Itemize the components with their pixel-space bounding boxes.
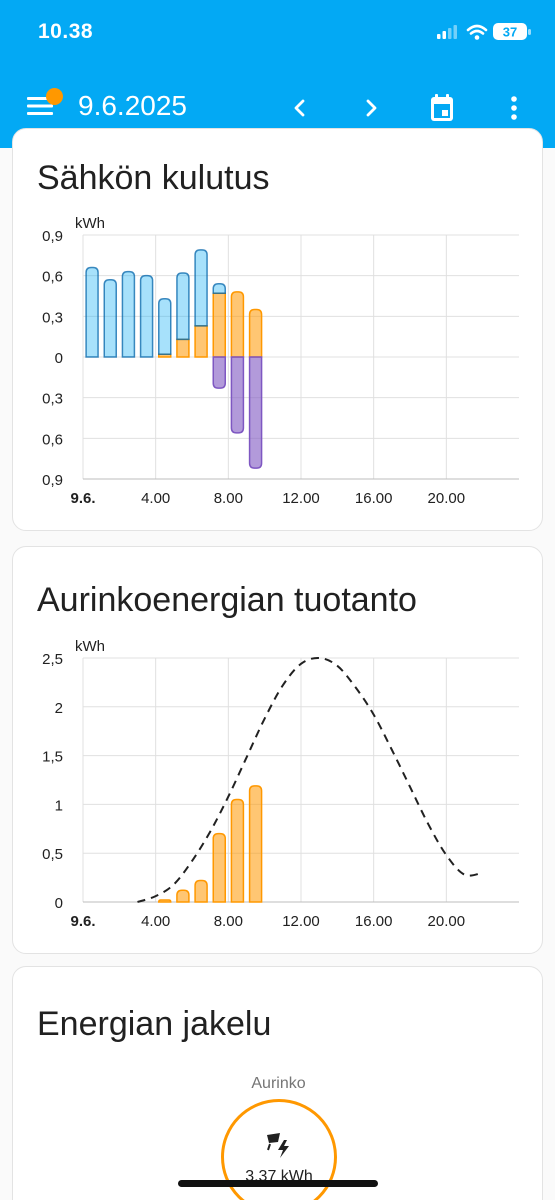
grid-consumption-bar: [121, 270, 136, 358]
grid-consumption-bar: [194, 249, 208, 327]
calendar-icon: [431, 94, 453, 121]
solar-power-icon: [267, 1133, 289, 1158]
consumption-title: Sähkön kulutus: [37, 159, 270, 197]
x-tick-label: 16.00: [355, 913, 393, 930]
notification-badge: [46, 88, 63, 105]
forecast-line: [137, 656, 483, 903]
date-title[interactable]: 9.6.2025: [78, 90, 187, 121]
status-icons: 37: [435, 20, 535, 44]
y-axis-unit: kWh: [75, 638, 105, 655]
signal-icon: [437, 25, 457, 39]
x-tick-label: 4.00: [141, 490, 170, 507]
wifi-icon: [466, 24, 488, 40]
solar-consumption-bar: [176, 338, 190, 358]
y-tick-label: 1,5: [42, 749, 63, 766]
y-tick-label: 0,6: [42, 431, 63, 448]
solar-consumption-bar: [212, 292, 226, 358]
y-tick-label: 0,9: [42, 228, 63, 245]
solar-production-bar: [212, 832, 226, 903]
status-time: 10.38: [38, 20, 94, 43]
x-tick-label: 4.00: [141, 913, 170, 930]
y-tick-label: 0,3: [42, 391, 63, 408]
chevron-right-icon: [366, 99, 377, 117]
x-tick-label: 12.00: [282, 490, 320, 507]
x-tick-label: 8.00: [214, 913, 243, 930]
x-tick-label: 9.6.: [70, 490, 95, 507]
solar-consumption-bar: [194, 325, 208, 358]
menu-button[interactable]: [22, 86, 66, 126]
x-tick-label: 20.00: [428, 490, 466, 507]
x-tick-label: 9.6.: [70, 913, 95, 930]
solar-consumption-bar: [248, 308, 263, 358]
source-label: Aurinko: [251, 1075, 306, 1092]
solar-production-bar: [176, 889, 190, 903]
distribution-card: Energian jakelu Aurinko 3,37 kWh: [12, 966, 543, 1200]
solar-production-bar: [194, 879, 208, 903]
consumption-card: Sähkön kulutus 0,9 0,6 0,3 0 0,3 0,6 0,9 9.6. 4.…: [12, 128, 543, 531]
grid-consumption-bar: [103, 278, 117, 358]
solar-card: Aurinkoenergian tuotanto 2,5 2 1,5 1 0,5 0 9.6…: [12, 546, 543, 954]
grid-consumption-bar: [85, 266, 99, 358]
y-tick-label: 0,5: [42, 846, 63, 863]
y-tick-label: 2,5: [42, 651, 63, 668]
grid-consumption-bar: [176, 272, 190, 341]
consumption-chart: 0,9 0,6 0,3 0 0,3 0,6 0,9 9.6. 4.00 8.00 12.00 16.0…: [42, 215, 519, 507]
grid-consumption-bar: [139, 274, 154, 358]
export-bar: [230, 356, 245, 434]
solar-production-bar: [230, 798, 245, 903]
x-tick-label: 12.00: [282, 913, 320, 930]
calendar-button[interactable]: [422, 88, 462, 128]
grid-consumption-bar: [212, 283, 226, 295]
y-tick-label: 0: [55, 895, 63, 912]
solar-chart: 2,5 2 1,5 1 0,5 0 9.6. 4.00 8.00 12.00 16.00 20.00 k…: [42, 638, 519, 930]
distribution-title: Energian jakelu: [37, 1005, 272, 1043]
home-indicator[interactable]: [178, 1180, 378, 1187]
more-vert-icon: [511, 96, 517, 120]
next-day-button[interactable]: [351, 88, 391, 128]
y-tick-label: 2: [55, 700, 63, 717]
solar-consumption-bar: [230, 291, 245, 358]
battery-icon: 37: [493, 23, 531, 40]
solar-production-bar: [157, 899, 172, 903]
y-tick-label: 0,3: [42, 309, 63, 326]
battery-level: 37: [503, 25, 517, 40]
chevron-left-icon: [294, 99, 305, 117]
status-bar: 10.38 37: [0, 0, 555, 66]
menu-icon: [27, 97, 53, 115]
y-tick-label: 0: [55, 350, 63, 367]
y-tick-label: 0,9: [42, 472, 63, 489]
solar-title: Aurinkoenergian tuotanto: [37, 581, 417, 619]
export-bar: [248, 356, 263, 469]
grid-consumption-bar: [158, 297, 172, 356]
y-tick-label: 1: [55, 797, 63, 814]
export-bar: [212, 356, 226, 389]
previous-day-button[interactable]: [280, 88, 320, 128]
x-tick-label: 20.00: [428, 913, 466, 930]
x-tick-label: 16.00: [355, 490, 393, 507]
y-axis-unit: kWh: [75, 215, 105, 232]
y-tick-label: 0,6: [42, 269, 63, 286]
solar-production-bar: [248, 785, 263, 903]
x-tick-label: 8.00: [214, 490, 243, 507]
more-options-button[interactable]: [494, 88, 534, 128]
